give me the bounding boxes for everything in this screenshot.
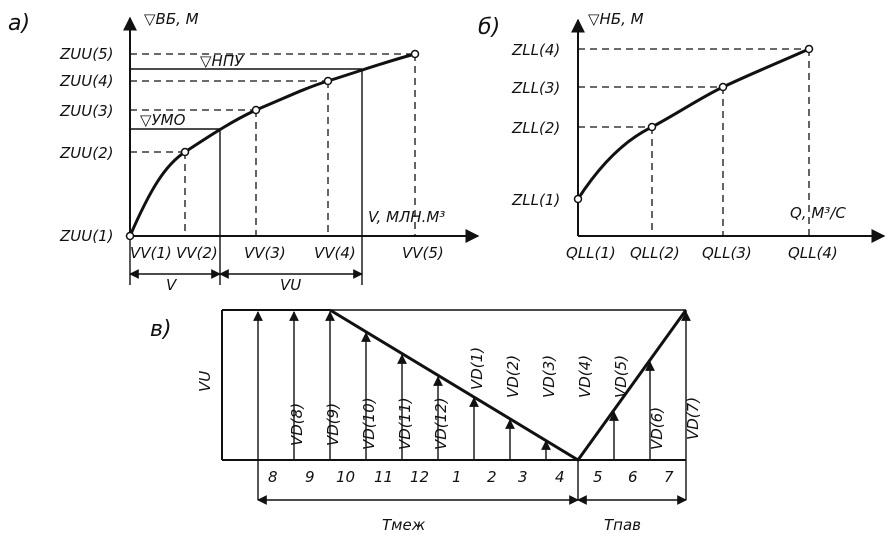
curve-point xyxy=(323,76,333,86)
y-tick: ZUU(2) xyxy=(59,144,113,162)
vd-label: VD(9) xyxy=(324,403,342,446)
y-tick: ZLL(1) xyxy=(511,191,560,209)
vd-label: VD(6) xyxy=(648,407,666,450)
vd-label: VD(5) xyxy=(612,355,630,398)
y-tick: ZLL(2) xyxy=(511,119,560,137)
curve-point xyxy=(804,44,814,54)
month-label: 12 xyxy=(410,468,429,486)
panel-a-x-axis-label: V, МЛН.М³ xyxy=(368,208,445,226)
curve-point xyxy=(251,105,261,115)
x-tick: QLL(2) xyxy=(630,244,680,262)
month-label: 8 xyxy=(268,468,278,486)
month-label: 3 xyxy=(518,468,528,486)
month-label: 1 xyxy=(452,468,462,486)
vd-label: VD(1) xyxy=(468,347,486,390)
vd-label: VD(7) xyxy=(684,397,702,440)
panel-a-y-axis-label: ▽ВБ, М xyxy=(144,10,199,28)
curve-point xyxy=(180,147,190,157)
vd-label: VD(12) xyxy=(432,397,450,450)
month-label: 5 xyxy=(593,468,603,486)
x-tick: VV(3) xyxy=(244,244,286,262)
y-tick: ZUU(4) xyxy=(59,72,113,90)
panel-b: б) ▽НБ, М Q, М³/С ZLL(4) ZLL(3) ZLL(2) Z… xyxy=(478,10,886,262)
panel-c-label: в) xyxy=(150,317,172,342)
panel-c-y-axis-label: VU xyxy=(196,371,214,392)
x-tick: QLL(3) xyxy=(702,244,752,262)
vd-label: VD(4) xyxy=(576,355,594,398)
vd-label: VD(2) xyxy=(504,355,522,398)
panel-b-label: б) xyxy=(478,15,500,40)
y-tick: ZUU(3) xyxy=(59,102,113,120)
vd-label: VD(3) xyxy=(540,355,558,398)
x-tick: VV(1) xyxy=(130,244,172,262)
y-tick: ZUU(5) xyxy=(59,45,113,63)
vd-arrows xyxy=(253,311,691,460)
panel-c: в) VU VD(8) xyxy=(150,308,702,534)
dim-v-label: V xyxy=(166,276,178,294)
month-label: 9 xyxy=(305,468,315,486)
month-label: 2 xyxy=(487,468,497,486)
curve-point xyxy=(718,82,728,92)
t-mezh-label: Tмеж xyxy=(382,516,426,534)
month-label: 4 xyxy=(555,468,565,486)
x-tick: VV(2) xyxy=(176,244,218,262)
curve-point xyxy=(410,49,420,59)
y-tick: ZUU(1) xyxy=(59,227,113,245)
curve-point xyxy=(647,122,657,132)
month-label: 7 xyxy=(664,468,674,486)
month-label: 10 xyxy=(336,468,355,486)
month-label: 11 xyxy=(374,468,393,486)
umo-label: ▽УМО xyxy=(140,111,186,129)
tailwater-curve xyxy=(576,47,810,200)
y-tick: ZLL(4) xyxy=(511,41,560,59)
month-label: 6 xyxy=(628,468,638,486)
x-tick: VV(5) xyxy=(402,244,444,262)
vd-label: VD(11) xyxy=(396,397,414,450)
month-dividers xyxy=(257,460,687,500)
t-pav-label: Tпав xyxy=(604,516,641,534)
curve-point xyxy=(573,194,583,204)
x-tick: VV(4) xyxy=(314,244,356,262)
panel-b-x-axis-label: Q, М³/С xyxy=(790,204,846,222)
x-tick: QLL(1) xyxy=(566,244,616,262)
panel-a-label: а) xyxy=(8,11,30,36)
y-tick: ZLL(3) xyxy=(511,79,560,97)
curve-point xyxy=(125,231,135,241)
vd-label: VD(8) xyxy=(288,403,306,446)
panel-b-y-axis-label: ▽НБ, М xyxy=(588,10,644,28)
x-tick: QLL(4) xyxy=(788,244,838,262)
panel-a: а) ▽ВБ, М V, МЛН.М³ ▽НПУ ▽УМО ZUU(5) ZUU… xyxy=(8,10,480,294)
npu-label: ▽НПУ xyxy=(200,52,244,70)
dim-vu-label: VU xyxy=(280,276,301,294)
vd-label: VD(10) xyxy=(360,397,378,450)
